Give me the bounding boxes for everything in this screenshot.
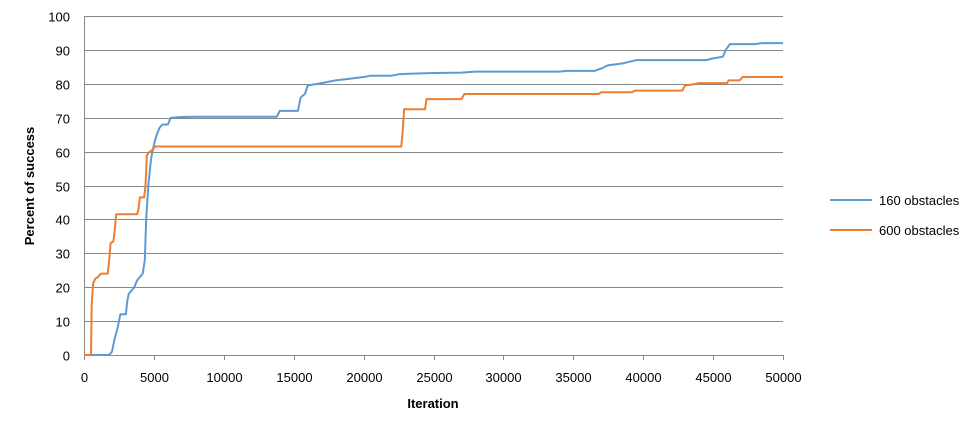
x-tick-label: 50000 — [765, 370, 801, 385]
series-lines — [84, 42, 783, 356]
y-tick-label: 80 — [56, 78, 70, 93]
y-axis-title: Percent of success — [22, 127, 37, 246]
y-tick-label: 50 — [56, 180, 70, 195]
tick-labels: 0 10 20 30 40 50 60 70 80 90 100 0 5000 10000 15000 200… — [48, 10, 801, 386]
x-tick-label: 35000 — [555, 370, 591, 385]
y-tick-label: 10 — [56, 315, 70, 330]
x-tick-label: 10000 — [206, 370, 242, 385]
legend: 160 obstacles 600 obstacles — [830, 193, 960, 238]
y-tick-label: 0 — [63, 349, 70, 364]
y-tick-label: 30 — [56, 247, 70, 262]
x-tick-label: 45000 — [695, 370, 731, 385]
series-line-600-obstacles — [84, 76, 783, 356]
x-tick-label: 20000 — [346, 370, 382, 385]
y-tick-label: 60 — [56, 146, 70, 161]
legend-label-160-obstacles: 160 obstacles — [879, 193, 960, 208]
x-tick-label: 30000 — [485, 370, 521, 385]
x-tick-label: 5000 — [140, 370, 169, 385]
x-tick-label: 40000 — [625, 370, 661, 385]
legend-label-600-obstacles: 600 obstacles — [879, 223, 960, 238]
x-tick-label: 15000 — [276, 370, 312, 385]
series-line-160-obstacles — [84, 42, 783, 356]
y-tick-label: 90 — [56, 44, 70, 59]
x-tick-label: 0 — [81, 370, 88, 385]
grid-lines — [84, 16, 783, 322]
y-tick-label: 40 — [56, 213, 70, 228]
y-tick-label: 20 — [56, 281, 70, 296]
x-tick-label: 25000 — [416, 370, 452, 385]
axes — [84, 16, 784, 360]
y-tick-label: 70 — [56, 112, 70, 127]
y-tick-label: 100 — [48, 10, 70, 25]
x-axis-title: Iteration — [407, 396, 458, 411]
